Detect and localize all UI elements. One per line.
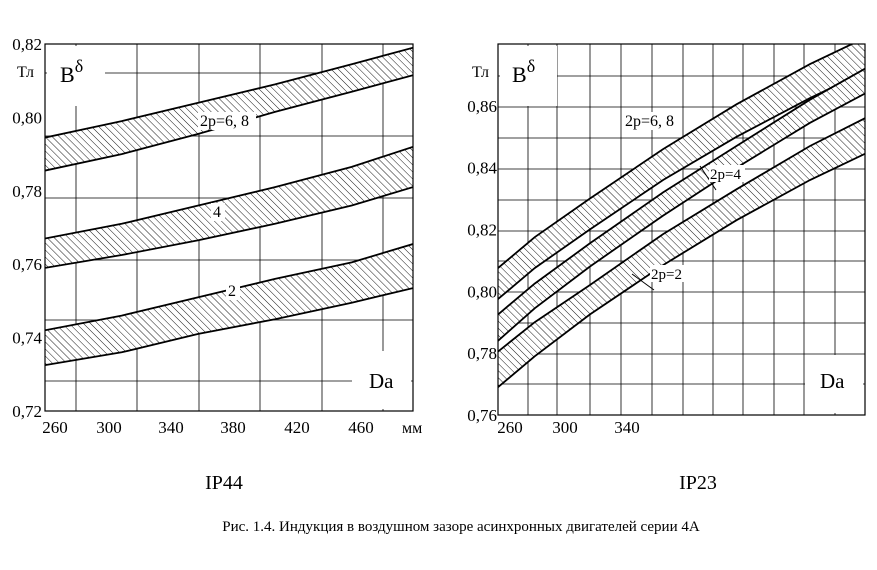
label-bg: [709, 165, 745, 182]
x-tick-label: 300: [552, 418, 578, 437]
band-upper-line: [498, 44, 855, 269]
label-bg: [226, 282, 240, 300]
y-unit: Тл: [472, 64, 489, 81]
band-label-2: 2: [228, 283, 236, 300]
band-lower-line: [498, 70, 865, 300]
band-area: [45, 47, 413, 171]
x-tick-label: 340: [158, 418, 184, 437]
plot-frame: [44, 43, 414, 412]
band-label-2p68: 2р=6, 8: [200, 113, 249, 130]
x-tick-label: 300: [96, 418, 122, 437]
band-lower-line: [498, 92, 865, 342]
x-tick-label: 260: [42, 418, 68, 437]
x-symbol-cell: [352, 351, 411, 409]
x-symbol: Da: [369, 369, 394, 393]
chart-ip23: Bδ Da Тл 0,76 0,78 0,80 0,82 0,84 0,86 260 300…: [467, 43, 866, 494]
label-bg: [650, 265, 688, 282]
symbol-cell: [500, 46, 557, 106]
x-tick-label: 420: [284, 418, 310, 437]
figure-caption: Рис. 1.4. Индукция в воздушном зазоре ас…: [222, 519, 700, 535]
y-unit: Тл: [17, 64, 34, 81]
symbol-cell: [47, 46, 105, 106]
leader-line: [631, 273, 655, 291]
band-upper-line: [45, 145, 413, 240]
band-label-2p2: 2р=2: [651, 267, 682, 283]
band-upper-line: [45, 46, 413, 139]
bands: [498, 44, 865, 388]
x-symbol: Da: [820, 369, 845, 393]
x-tick-label: 380: [220, 418, 246, 437]
y-tick-label: 0,78: [12, 182, 42, 201]
band-lower-line: [45, 186, 413, 269]
y-tick-label: 0,82: [12, 35, 42, 54]
y-tick-label: 0,74: [12, 329, 42, 348]
band-area: [45, 244, 413, 366]
y-tick-label: 0,82: [467, 221, 497, 240]
label-bg: [623, 112, 681, 130]
y-tick-label: 0,80: [467, 282, 497, 301]
band-label-4: 4: [213, 204, 221, 221]
y-tick-label: 0,84: [467, 159, 497, 178]
leader-line: [699, 165, 717, 191]
x-tick-label: 340: [614, 418, 640, 437]
x-symbol-cell: [805, 355, 863, 413]
chart-title-ip44: IP44: [205, 472, 243, 494]
y-tick-labels: 0,76 0,78 0,80 0,82 0,84 0,86: [467, 97, 497, 425]
band-upper-line: [498, 117, 865, 353]
band-label-2p68: 2р=6, 8: [625, 113, 674, 130]
y-tick-label: 0,80: [12, 108, 42, 127]
y-tick-label: 0,72: [12, 402, 42, 421]
band-upper-line: [498, 67, 865, 316]
y-symbol: Bδ: [60, 56, 83, 87]
chart-title-ip23: IP23: [679, 472, 717, 494]
x-unit: мм: [402, 420, 422, 437]
label-bg: [211, 203, 225, 221]
band-area: [45, 146, 413, 268]
band-area: [498, 118, 865, 388]
x-tick-label: 260: [497, 418, 523, 437]
band-label-2p4: 2р=4: [710, 167, 741, 183]
band-lower-line: [45, 287, 413, 366]
plot-frame: [497, 43, 866, 416]
band-area: [498, 44, 865, 300]
chart-ip44: Bδ Da Тл мм 0,72 0,74 0,76 0,78 0,80 0,82 260…: [12, 35, 422, 494]
y-symbol: Bδ: [512, 56, 535, 87]
x-tick-labels: 260 300 340 380 420 460: [42, 418, 374, 437]
band-area: [498, 68, 865, 341]
y-tick-label: 0,76: [12, 255, 42, 274]
x-tick-label: 460: [348, 418, 374, 437]
y-tick-label: 0,86: [467, 97, 497, 116]
y-tick-label: 0,76: [467, 406, 497, 425]
y-tick-label: 0,78: [467, 344, 497, 363]
y-tick-labels: 0,72 0,74 0,76 0,78 0,80 0,82: [12, 35, 42, 421]
label-bg: [198, 112, 256, 130]
bands: [45, 46, 413, 366]
x-tick-labels: 260 300 340: [497, 418, 640, 437]
